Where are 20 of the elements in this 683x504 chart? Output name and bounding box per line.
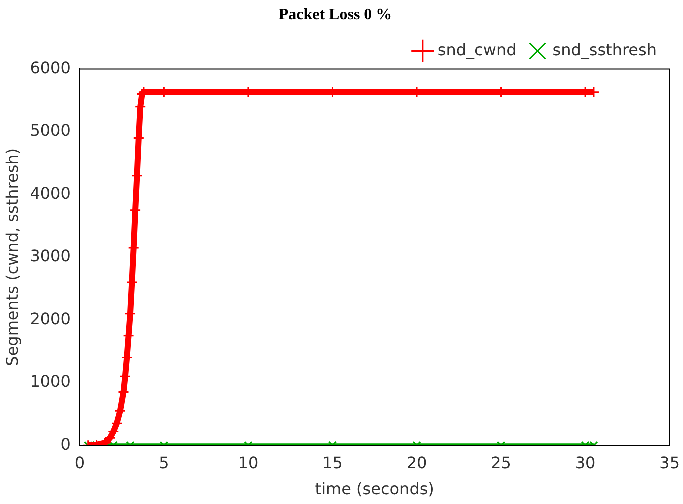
x-tick-label: 10 [238,453,259,472]
legend-label: snd_cwnd [438,40,517,60]
y-tick-label: 1000 [30,372,71,392]
y-tick-label: 2000 [30,309,71,328]
y-tick-label: 4000 [30,184,71,203]
y-tick-label: 3000 [30,246,71,266]
chart-title: Packet Loss 0 % [278,6,392,24]
x-tick-label: 30 [575,453,596,472]
y-tick-label: 6000 [30,58,71,78]
y-tick-label: 5000 [30,121,71,140]
x-tick-label: 20 [406,453,428,472]
x-tick-label: 25 [491,453,512,472]
x-tick-label: 15 [322,453,343,472]
x-tick-label: 35 [660,453,680,472]
y-axis-title: Segments (cwnd, ssthresh) [2,148,22,366]
y-tick-label: 0 [60,434,71,454]
x-tick-label: 5 [159,453,170,472]
x-tick-label: 0 [74,453,86,472]
legend-label: snd_ssthresh [552,40,657,60]
x-axis-title: time (seconds) [315,480,434,499]
